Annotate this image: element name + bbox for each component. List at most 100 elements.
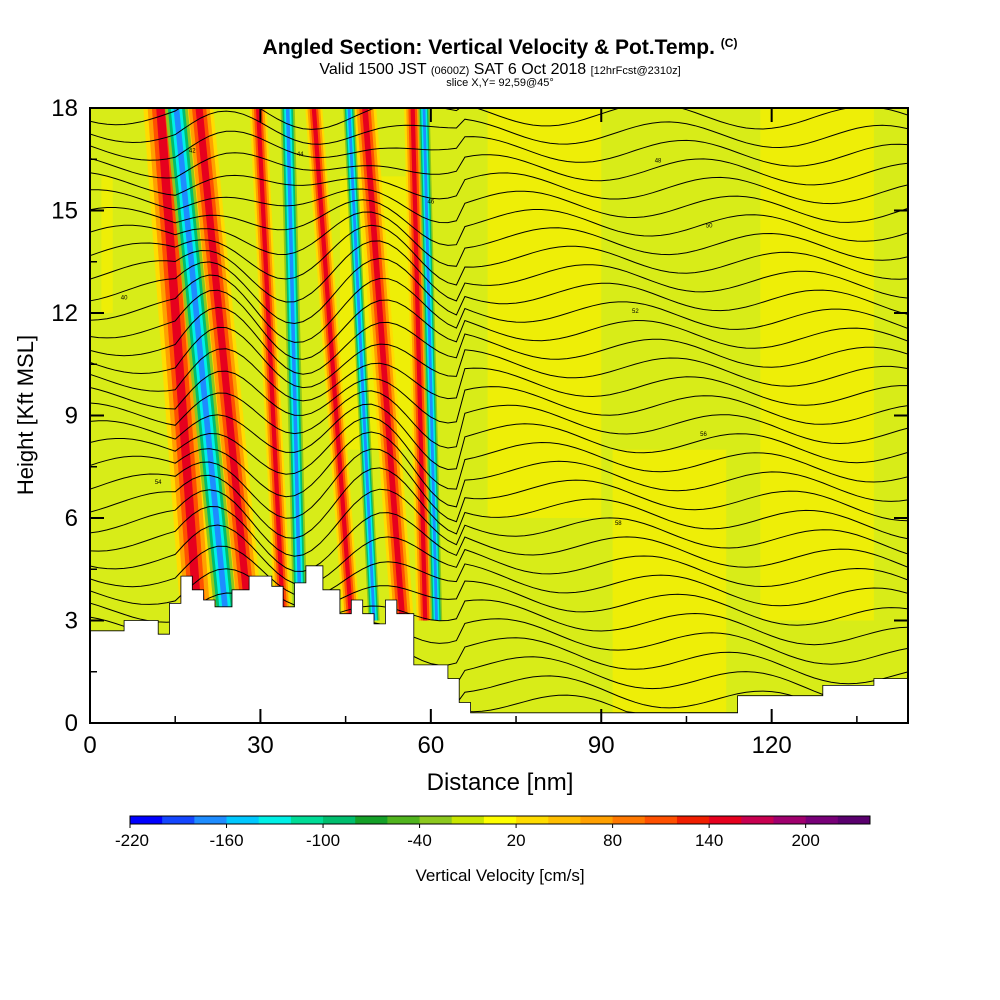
- colorbar-frame: [129, 815, 871, 825]
- y-tick-label: 0: [65, 710, 78, 737]
- isentrope-line: [90, 370, 908, 425]
- isentrope-line: [90, 467, 908, 540]
- isentrope-line: [90, 390, 908, 449]
- downdraft-band-0-layer: [173, 108, 230, 621]
- terrain: [89, 565, 909, 724]
- isentrope-line: [90, 274, 908, 343]
- colorbar-tick-label: -160: [210, 831, 244, 850]
- isentrope-label: 56: [700, 432, 707, 438]
- subtitle-utc-time: (0600Z): [430, 65, 470, 77]
- isentrope-label: 48: [655, 159, 662, 165]
- isentrope-label: 58: [615, 521, 622, 527]
- isentrope-line: [90, 110, 908, 149]
- updraft-band-1-layer: [195, 108, 253, 621]
- isentrope-label: 44: [297, 152, 304, 158]
- isentrope-line: [90, 199, 908, 246]
- colorbar-tick-label: -220: [115, 831, 149, 850]
- subtitle-valid-time: Valid 1500 JST: [319, 61, 427, 78]
- isentrope-line: [90, 416, 908, 490]
- y-tick-label: 3: [65, 608, 78, 635]
- isentrope-line: [90, 130, 908, 167]
- field-patch-1: [487, 108, 602, 518]
- updraft-band-0-layer: [156, 108, 203, 621]
- x-tick-label: 60: [417, 732, 444, 759]
- isentrope-line: [90, 592, 908, 646]
- isentrope-line: [90, 403, 908, 471]
- colorbar-swatch: [580, 816, 614, 824]
- downdraft-band-3-layer: [422, 108, 438, 621]
- isentrope-label: 52: [632, 309, 639, 315]
- downdraft-band-2-layer: [347, 108, 376, 621]
- colorbar-swatch: [516, 816, 549, 824]
- colorbar-swatch: [709, 816, 742, 824]
- colorbar-swatch: [130, 816, 163, 824]
- isentrope-line: [90, 524, 908, 588]
- colorbar-swatch: [612, 816, 646, 824]
- isentrope-line: [90, 289, 908, 360]
- isentrope-line: [90, 172, 908, 205]
- field-patch-3: [760, 108, 874, 621]
- colorbar-swatch: [741, 816, 774, 824]
- y-tick-label: 9: [65, 403, 78, 430]
- y-tick-label: 18: [51, 95, 78, 122]
- isentrope-line: [90, 152, 908, 186]
- isentrope-line: [90, 108, 908, 130]
- isentrope-line: [90, 326, 908, 389]
- colorbar-label: Vertical Velocity [cm/s]: [415, 866, 584, 885]
- colorbar-swatch: [290, 816, 324, 824]
- chart-title: Angled Section: Vertical Velocity & Pot.…: [0, 36, 1000, 60]
- axes: 0 30 60 90 120 0 3 6 9 12 15 18: [51, 95, 908, 759]
- colorbar-swatch: [644, 816, 678, 824]
- x-tick-label: 90: [588, 732, 615, 759]
- isentrope-label: 42: [189, 148, 196, 154]
- isentrope-label: 40: [121, 295, 128, 301]
- colorbar-tick-label: 80: [603, 831, 622, 850]
- x-tick-label: 30: [247, 732, 274, 759]
- chart-slice-info: slice X,Y= 92,59@45°: [446, 77, 554, 89]
- isentrope-line: [90, 211, 908, 267]
- isentrope-line: [90, 188, 908, 224]
- downdraft-band-1-layer: [285, 108, 302, 621]
- colorbar-swatch: [162, 816, 195, 824]
- colorbar-swatch: [548, 816, 581, 824]
- y-axis-label: Height [Kft MSL]: [13, 335, 38, 495]
- chart-title-tag: (C): [720, 36, 738, 50]
- colorbar-swatch: [419, 816, 453, 824]
- field-patch-0: [101, 176, 113, 313]
- colorbar-tick-label: -40: [407, 831, 432, 850]
- isentrope-label: 54: [155, 480, 162, 486]
- subtitle-forecast: [12hrFcst@2310z]: [590, 65, 681, 77]
- y-tick-label: 12: [51, 300, 78, 327]
- isentrope-line: [90, 257, 908, 325]
- y-tick-label: 6: [65, 505, 78, 532]
- isentrope-line: [90, 488, 908, 557]
- colorbar-swatch: [805, 816, 839, 824]
- x-tick-label: 120: [752, 732, 792, 759]
- colorbar-swatch: [387, 816, 421, 824]
- colorbar-swatch: [194, 816, 228, 824]
- isentrope-line: [90, 224, 908, 286]
- colorbar-tick-label: 20: [507, 831, 526, 850]
- isentrope-line: [90, 568, 908, 626]
- colorbar-swatch: [451, 816, 485, 824]
- colorbar-swatch: [837, 816, 871, 824]
- isentrope-line: [90, 505, 908, 572]
- isentrope-line: [90, 545, 908, 607]
- isentrope-line: [90, 348, 908, 406]
- colorbar-tick-label: -100: [306, 831, 340, 850]
- isentrope-line: [90, 240, 908, 303]
- updraft-band-5-layer: [410, 108, 428, 621]
- terrain-profile: [89, 565, 909, 724]
- updraft-band-2-layer: [256, 108, 286, 621]
- colorbar-swatch: [323, 816, 356, 824]
- isentrope-label: 50: [706, 224, 713, 230]
- colorbar-swatch: [355, 816, 388, 824]
- colorbar: -220 -160 -100 -40 20 80 140 200: [115, 815, 871, 850]
- chart-title-main: Angled Section: Vertical Velocity & Pot.…: [262, 36, 715, 59]
- y-tick-label: 15: [51, 198, 78, 225]
- colorbar-swatch: [773, 816, 807, 824]
- colorbar-swatch: [226, 816, 260, 824]
- isentrope-label: 46: [427, 200, 434, 206]
- isentrope-line: [90, 431, 908, 508]
- x-tick-label: 0: [83, 732, 96, 759]
